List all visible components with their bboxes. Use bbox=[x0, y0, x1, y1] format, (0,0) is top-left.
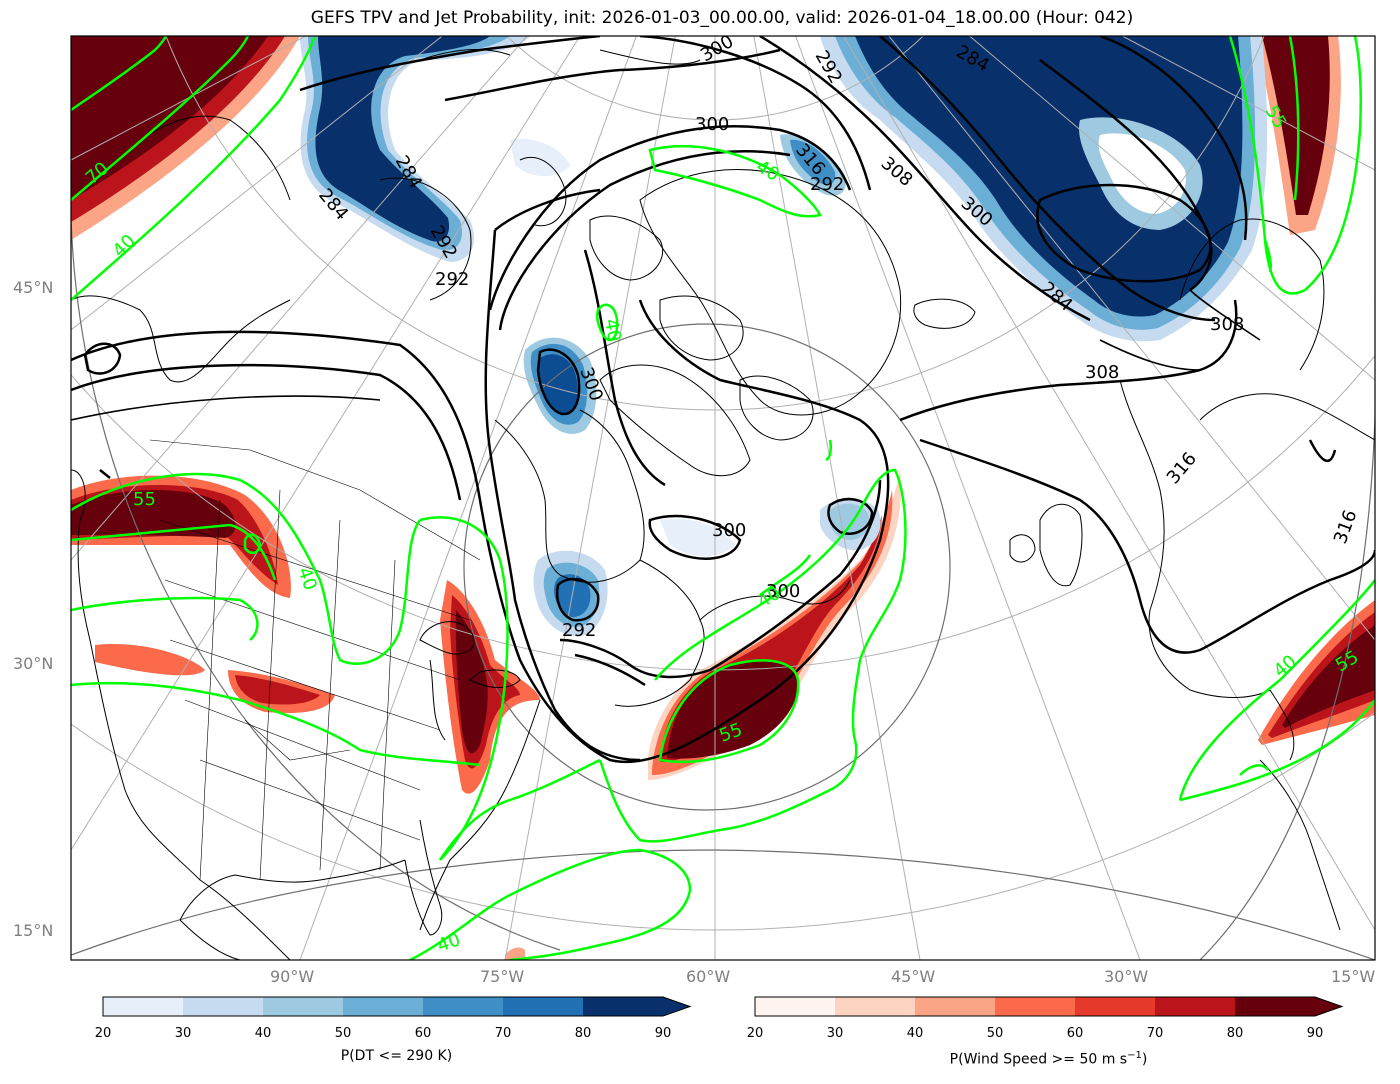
colorbar-tick: 20 bbox=[94, 1026, 112, 1041]
colorbar-bin bbox=[1155, 997, 1235, 1016]
colorbar-tick: 60 bbox=[414, 1026, 432, 1041]
colorbar-tick: 60 bbox=[1066, 1026, 1084, 1041]
state-borders bbox=[149, 439, 481, 881]
colorbar-tick: 40 bbox=[254, 1026, 272, 1041]
colorbar-tick: 30 bbox=[826, 1026, 844, 1041]
colorbar-tick: 80 bbox=[1226, 1026, 1244, 1041]
contour-label: 300 bbox=[695, 114, 729, 135]
map-frame bbox=[70, 35, 1376, 961]
colorbar-tick: 40 bbox=[906, 1026, 924, 1041]
colorbar-bin bbox=[835, 997, 915, 1016]
graticule bbox=[71, 36, 1375, 960]
contour-label: 292 bbox=[562, 620, 596, 641]
lon-label: 45°W bbox=[891, 967, 936, 986]
contour-label: 308 bbox=[1085, 362, 1119, 383]
wind-contours bbox=[71, 36, 1375, 960]
colorbar-tick: 20 bbox=[746, 1026, 764, 1041]
colorbar-extend-arrow bbox=[663, 997, 690, 1016]
colorbar-bin bbox=[995, 997, 1075, 1016]
tpv-probability-fill bbox=[300, 36, 1268, 636]
coastlines bbox=[71, 49, 1375, 960]
colorbar-tick: 90 bbox=[1306, 1026, 1324, 1041]
colorbar-tick: 50 bbox=[334, 1026, 352, 1041]
lat-label: 15°N bbox=[13, 921, 54, 940]
colorbar-bin bbox=[1235, 997, 1315, 1016]
map-title: GEFS TPV and Jet Probability, init: 2026… bbox=[310, 8, 1134, 28]
colorbar-tick: 50 bbox=[986, 1026, 1004, 1041]
lon-label: 30°W bbox=[1104, 967, 1149, 986]
colorbar-tick: 70 bbox=[494, 1026, 512, 1041]
colorbar-tick: 70 bbox=[1146, 1026, 1164, 1041]
colorbar-bin bbox=[583, 997, 663, 1016]
contour-label: 40 bbox=[600, 317, 625, 343]
contour-label: 308 bbox=[1210, 314, 1244, 335]
theta-contours-thin bbox=[71, 289, 1261, 421]
colorbar-extend-arrow bbox=[1315, 997, 1342, 1016]
colorbar-bin bbox=[263, 997, 343, 1016]
colorbar-tick: 80 bbox=[574, 1026, 592, 1041]
contour-label: 292 bbox=[810, 174, 844, 195]
lon-label: 75°W bbox=[480, 967, 525, 986]
colorbar-bin bbox=[755, 997, 835, 1016]
jet-colorbar bbox=[754, 996, 1344, 1017]
colorbar-bin bbox=[423, 997, 503, 1016]
colorbar-bin bbox=[503, 997, 583, 1016]
lon-label: 90°W bbox=[270, 967, 315, 986]
colorbar-bin bbox=[915, 997, 995, 1016]
colorbar-label: P(DT <= 290 K) bbox=[340, 1048, 453, 1064]
colorbar-tick: 30 bbox=[174, 1026, 192, 1041]
colorbar-bin bbox=[103, 997, 183, 1016]
contour-label: 300 bbox=[766, 581, 800, 602]
lon-label: 15°W bbox=[1331, 967, 1376, 986]
lon-label: 60°W bbox=[686, 967, 731, 986]
colorbar-tick: 90 bbox=[654, 1026, 672, 1041]
contour-label: 292 bbox=[435, 269, 469, 290]
lat-label: 45°N bbox=[13, 278, 54, 297]
colorbar-label: P(Wind Speed >= 50 m s−1) bbox=[949, 1050, 1148, 1068]
lat-label: 30°N bbox=[13, 654, 54, 673]
colorbar-bin bbox=[1075, 997, 1155, 1016]
contour-label: 55 bbox=[133, 489, 156, 510]
colorbar-bin bbox=[183, 997, 263, 1016]
colorbar-bin bbox=[343, 997, 423, 1016]
tpv-colorbar bbox=[102, 996, 692, 1017]
theta-contours bbox=[71, 36, 1375, 764]
contour-label: 300 bbox=[712, 520, 746, 541]
